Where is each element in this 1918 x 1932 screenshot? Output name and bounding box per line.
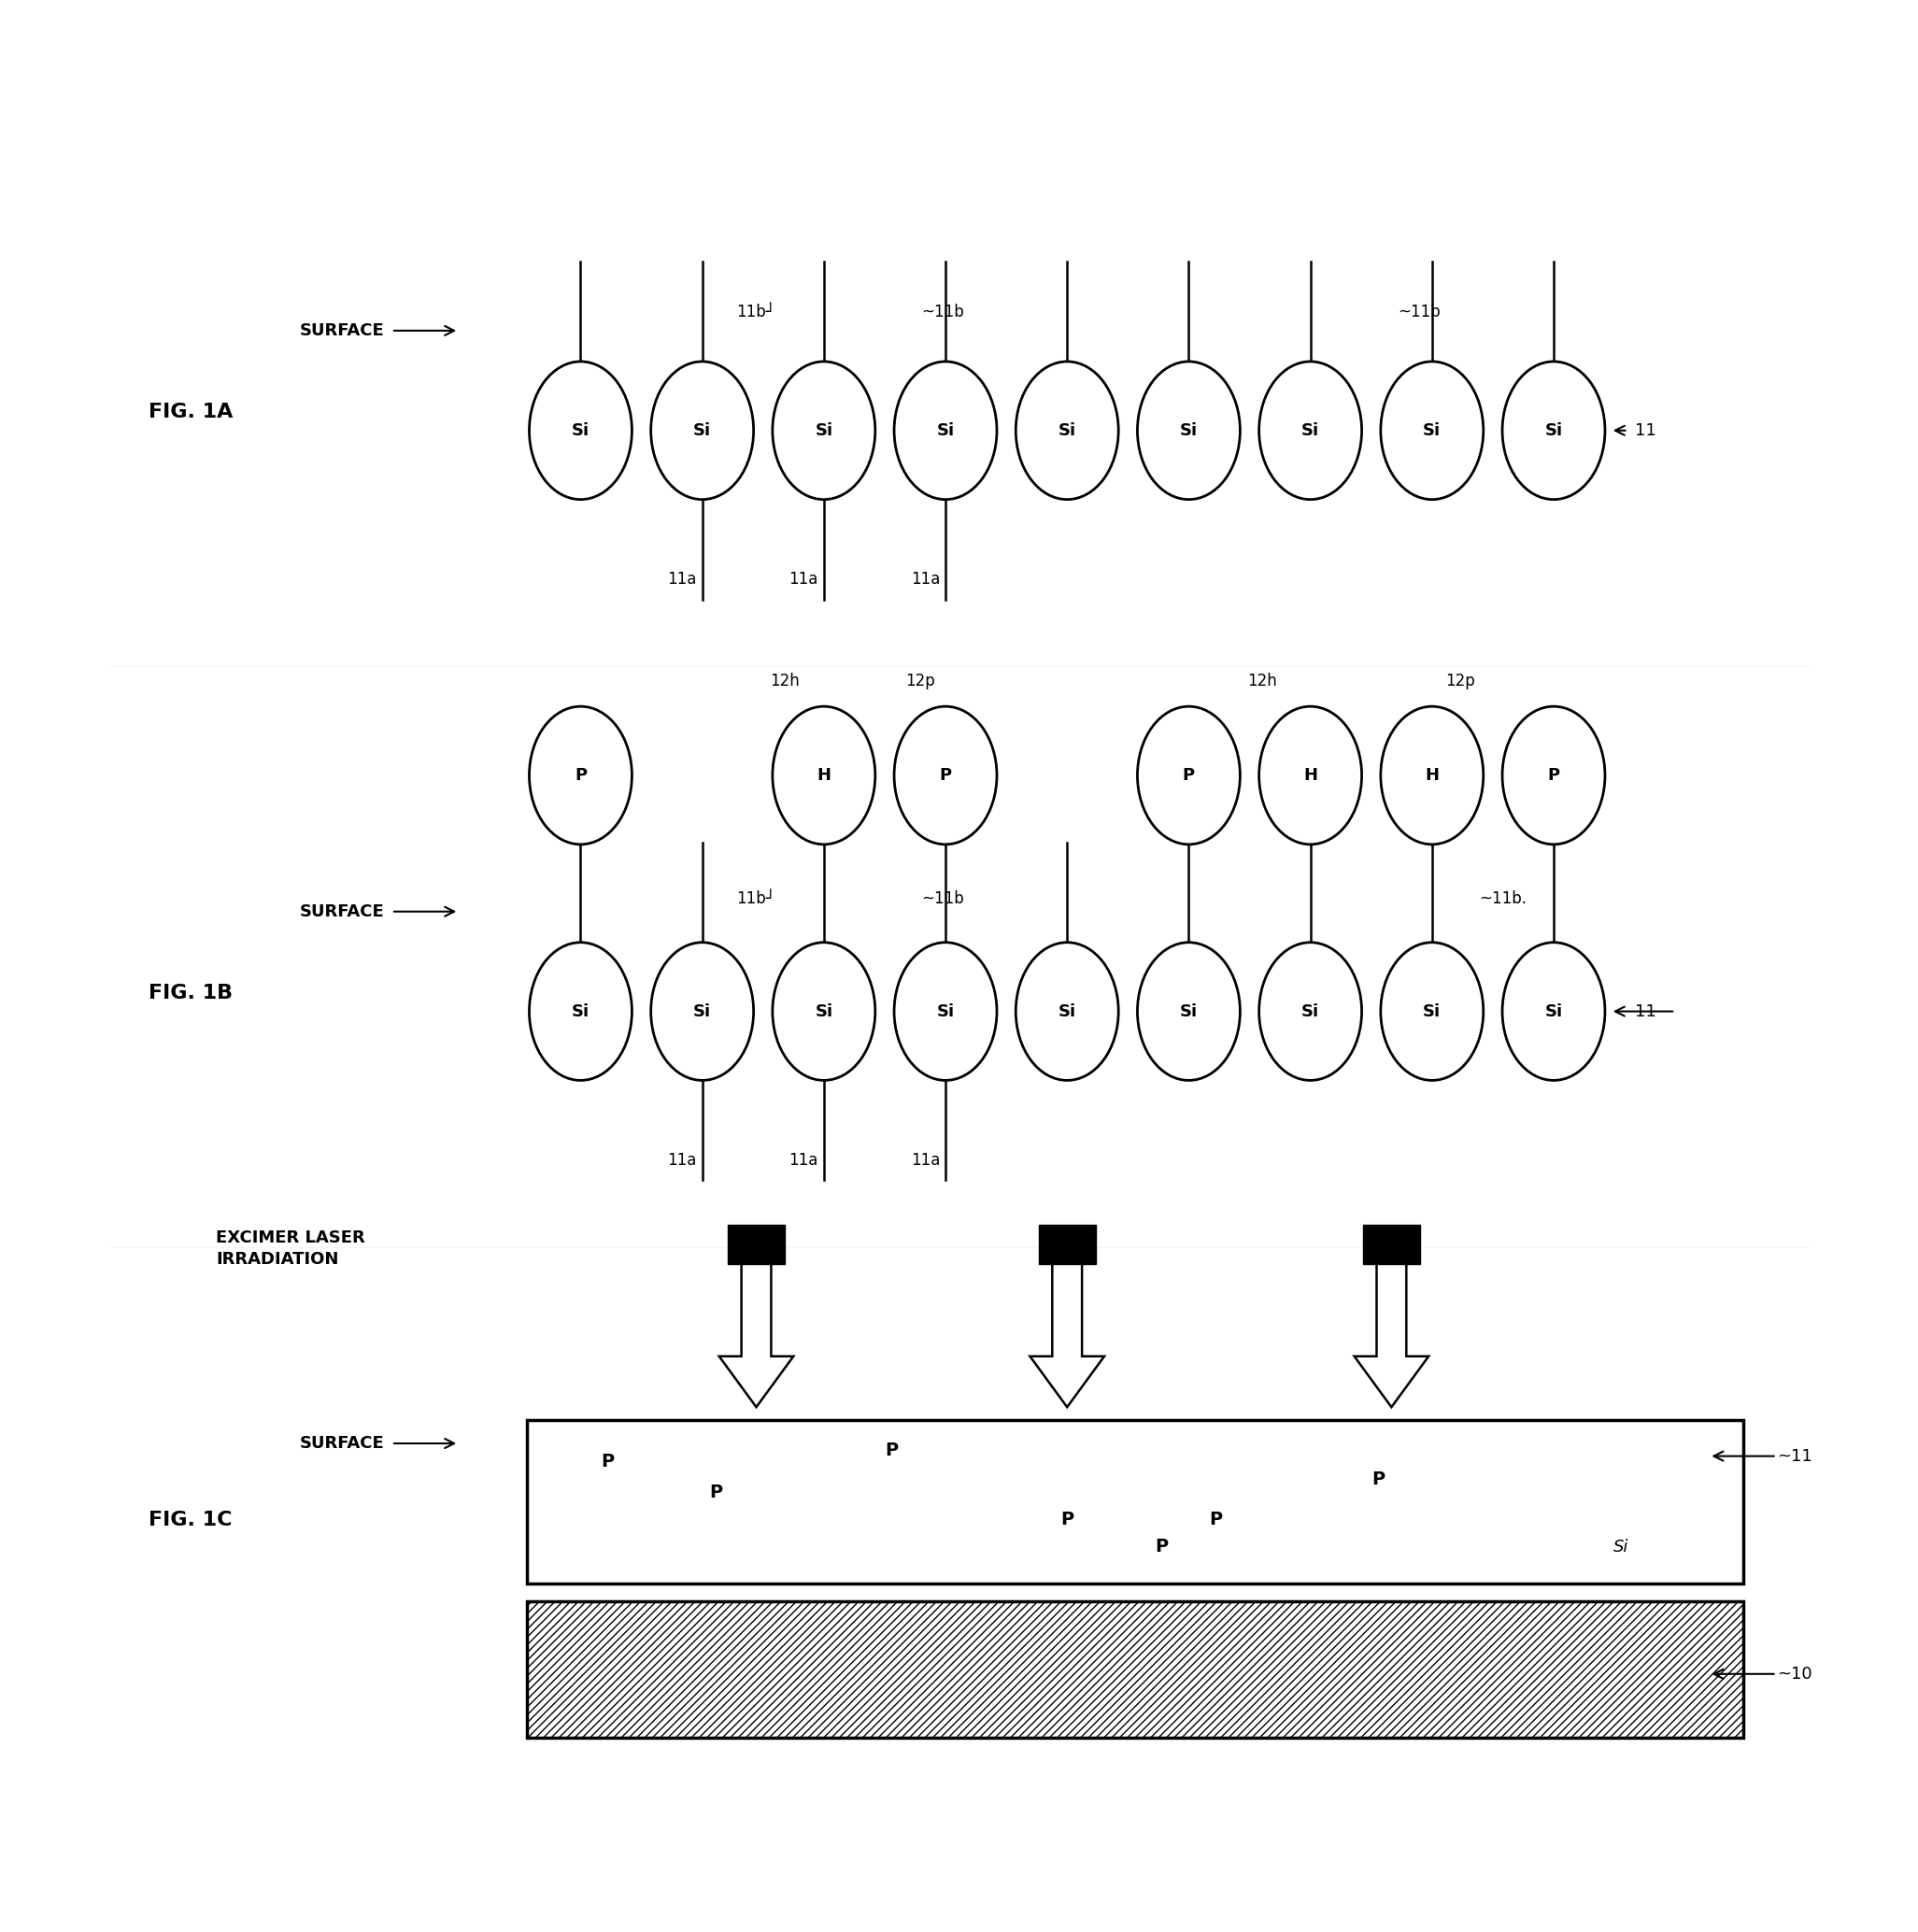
- Text: Si: Si: [815, 421, 832, 439]
- Circle shape: [529, 943, 631, 1080]
- Circle shape: [1381, 943, 1483, 1080]
- Bar: [1040, 1225, 1095, 1264]
- Circle shape: [894, 707, 997, 844]
- Text: Si: Si: [1613, 1538, 1628, 1555]
- Text: 11a: 11a: [911, 572, 940, 587]
- Circle shape: [1502, 361, 1605, 500]
- Circle shape: [1137, 943, 1241, 1080]
- Circle shape: [529, 361, 631, 500]
- Circle shape: [529, 707, 631, 844]
- Text: 12p: 12p: [905, 672, 934, 690]
- Text: P: P: [1061, 1511, 1074, 1528]
- Text: Si: Si: [1302, 421, 1320, 439]
- Text: ~10: ~10: [1776, 1665, 1813, 1683]
- Text: 11a: 11a: [788, 572, 819, 587]
- Text: FIG. 1A: FIG. 1A: [148, 404, 232, 421]
- Text: Si: Si: [1059, 421, 1076, 439]
- Text: SURFACE: SURFACE: [299, 902, 386, 920]
- Text: P: P: [1548, 767, 1559, 784]
- Circle shape: [1381, 361, 1483, 500]
- Circle shape: [650, 943, 754, 1080]
- Text: FIG. 1C: FIG. 1C: [148, 1511, 232, 1528]
- Circle shape: [1017, 943, 1118, 1080]
- FancyArrow shape: [1030, 1256, 1105, 1406]
- Text: Si: Si: [1544, 1003, 1563, 1020]
- FancyArrow shape: [719, 1256, 794, 1406]
- Text: Si: Si: [1544, 421, 1563, 439]
- Text: Si: Si: [936, 421, 955, 439]
- Text: 11: 11: [1634, 421, 1655, 439]
- Text: ~11b: ~11b: [921, 891, 965, 908]
- Text: Si: Si: [1423, 1003, 1440, 1020]
- Bar: [527, 1602, 1743, 1737]
- Circle shape: [1017, 361, 1118, 500]
- Circle shape: [1258, 361, 1362, 500]
- Text: Si: Si: [1423, 421, 1440, 439]
- Text: 11b┘: 11b┘: [737, 891, 775, 908]
- Text: ~11b: ~11b: [921, 303, 965, 321]
- Text: P: P: [710, 1484, 723, 1501]
- Text: P: P: [1371, 1470, 1385, 1488]
- FancyArrow shape: [1354, 1256, 1429, 1406]
- Circle shape: [1502, 943, 1605, 1080]
- Text: Si: Si: [1059, 1003, 1076, 1020]
- Text: P: P: [1155, 1538, 1168, 1555]
- Circle shape: [1258, 707, 1362, 844]
- Circle shape: [894, 943, 997, 1080]
- Text: Si: Si: [572, 1003, 589, 1020]
- Circle shape: [1137, 707, 1241, 844]
- Circle shape: [773, 361, 875, 500]
- Text: Si: Si: [572, 421, 589, 439]
- Text: FIG. 1B: FIG. 1B: [148, 983, 232, 1003]
- Circle shape: [894, 361, 997, 500]
- Text: 12h: 12h: [769, 672, 800, 690]
- Circle shape: [650, 361, 754, 500]
- Text: SURFACE: SURFACE: [299, 323, 386, 338]
- Text: Si: Si: [692, 421, 712, 439]
- Text: P: P: [940, 767, 951, 784]
- Text: EXCIMER LASER
IRRADIATION: EXCIMER LASER IRRADIATION: [215, 1229, 364, 1267]
- Text: P: P: [575, 767, 587, 784]
- Text: 11a: 11a: [911, 1151, 940, 1169]
- Text: 12p: 12p: [1446, 672, 1475, 690]
- Bar: [1364, 1225, 1419, 1264]
- Text: P: P: [1208, 1511, 1222, 1528]
- Text: ~11: ~11: [1776, 1447, 1813, 1464]
- Circle shape: [773, 943, 875, 1080]
- Text: P: P: [884, 1441, 898, 1459]
- Text: Si: Si: [692, 1003, 712, 1020]
- Text: P: P: [1183, 767, 1195, 784]
- Circle shape: [1502, 707, 1605, 844]
- Bar: [729, 1225, 784, 1264]
- Circle shape: [1381, 707, 1483, 844]
- Bar: [527, 1420, 1743, 1582]
- Text: 11: 11: [1634, 1003, 1655, 1020]
- Text: Si: Si: [1302, 1003, 1320, 1020]
- Circle shape: [1258, 943, 1362, 1080]
- Text: 12h: 12h: [1247, 672, 1277, 690]
- Text: Si: Si: [1180, 1003, 1197, 1020]
- Text: ~11b: ~11b: [1398, 303, 1440, 321]
- Text: 11b┘: 11b┘: [737, 303, 775, 321]
- Text: Si: Si: [1180, 421, 1197, 439]
- Text: 11a: 11a: [788, 1151, 819, 1169]
- Text: SURFACE: SURFACE: [299, 1435, 386, 1451]
- Text: ~11b.: ~11b.: [1479, 891, 1527, 908]
- Text: Si: Si: [936, 1003, 955, 1020]
- Text: H: H: [1304, 767, 1318, 784]
- Text: Si: Si: [815, 1003, 832, 1020]
- Text: 11a: 11a: [667, 572, 696, 587]
- Text: H: H: [817, 767, 830, 784]
- Text: P: P: [600, 1453, 614, 1470]
- Text: H: H: [1425, 767, 1438, 784]
- Circle shape: [1137, 361, 1241, 500]
- Text: 11a: 11a: [667, 1151, 696, 1169]
- Circle shape: [773, 707, 875, 844]
